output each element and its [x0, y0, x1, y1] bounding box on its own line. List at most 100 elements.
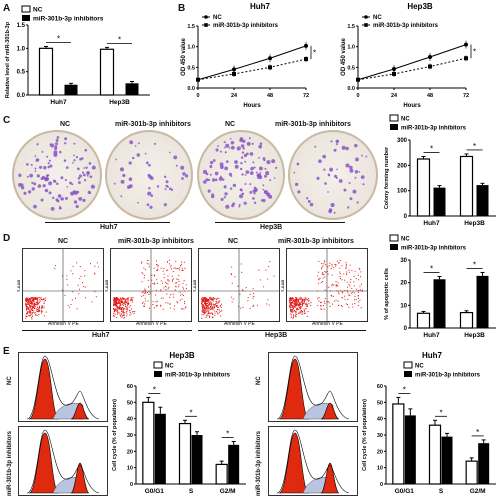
underline-huh7-d	[22, 330, 192, 331]
event-dot	[215, 306, 217, 308]
event-dot	[204, 307, 206, 309]
panel-e-hep3b-group-label-0: G0/G1	[145, 488, 165, 495]
event-dot	[28, 315, 30, 317]
event-dot	[150, 285, 152, 287]
event-dot	[114, 309, 116, 311]
colony-dot	[316, 176, 320, 180]
colony-dot	[165, 180, 169, 184]
event-dot	[126, 298, 128, 300]
event-dot	[321, 272, 323, 274]
event-dot	[116, 306, 118, 308]
event-dot	[358, 289, 360, 291]
colony-dot	[18, 173, 22, 177]
event-dot	[182, 286, 184, 288]
event-dot	[157, 264, 159, 266]
event-dot	[34, 306, 36, 308]
colony-dot	[245, 170, 250, 174]
colony-dot	[150, 194, 154, 197]
event-dot	[29, 303, 31, 305]
event-dot	[333, 284, 335, 286]
colony-dot	[120, 179, 125, 184]
event-dot	[35, 297, 37, 299]
event-dot	[31, 305, 33, 307]
colony-dot	[264, 174, 268, 178]
colony-dot	[268, 194, 273, 199]
event-dot	[296, 303, 298, 305]
event-dot	[167, 283, 169, 285]
event-dot	[206, 315, 208, 317]
colony-dot	[240, 162, 243, 165]
event-dot	[294, 305, 296, 307]
panel-a-group-label-1: Hep3B	[109, 99, 130, 106]
colony-dot	[51, 196, 55, 200]
colony-dot	[36, 174, 40, 178]
panel-a-ytick-label-2: 1.0	[17, 46, 26, 52]
event-dot	[354, 270, 356, 272]
colony-dot	[258, 166, 263, 171]
event-dot	[202, 310, 204, 312]
panel-b-huh7-title: Huh7	[250, 2, 271, 11]
event-dot	[115, 301, 117, 303]
colony-dot	[253, 201, 257, 205]
colony-dot	[64, 196, 68, 200]
event-dot	[295, 299, 297, 301]
event-dot	[320, 301, 322, 303]
colony-dot	[149, 205, 153, 209]
event-dot	[298, 304, 300, 306]
row-label-inh-right: miR-301b-3p inhibitors	[256, 430, 262, 496]
colony-dot	[252, 161, 255, 164]
event-dot	[113, 312, 115, 314]
event-dot	[179, 291, 181, 293]
event-dot	[307, 298, 309, 300]
event-dot	[144, 297, 146, 299]
event-dot	[360, 307, 362, 309]
event-dot	[305, 297, 307, 299]
panel-e-hep3b-ytick-label-4: 40	[127, 417, 133, 423]
event-dot	[32, 305, 34, 307]
event-dot	[169, 259, 171, 261]
event-dot	[329, 262, 331, 264]
colony-dot	[209, 160, 214, 165]
colony-dot	[46, 155, 49, 158]
colony-dot	[264, 167, 267, 170]
event-dot	[294, 304, 296, 306]
event-dot	[117, 308, 119, 310]
event-dot	[237, 306, 239, 308]
colony-dot	[85, 166, 88, 169]
event-dot	[300, 298, 302, 300]
event-dot	[291, 302, 293, 304]
event-dot	[346, 290, 348, 292]
event-dot	[207, 311, 209, 313]
colony-dot	[324, 182, 327, 185]
event-dot	[126, 307, 128, 309]
event-dot	[249, 307, 251, 309]
event-dot	[123, 317, 125, 319]
underline-hep3b-d	[198, 330, 366, 331]
event-dot	[115, 297, 117, 299]
event-dot	[166, 293, 168, 295]
colony-dot	[297, 190, 301, 194]
event-dot	[303, 301, 305, 303]
colony-dot	[54, 145, 58, 149]
event-dot	[299, 307, 301, 309]
event-dot	[25, 299, 27, 301]
colony-dot	[258, 144, 263, 149]
histogram-outline	[276, 355, 350, 420]
event-dot	[31, 318, 33, 320]
event-dot	[118, 308, 120, 310]
event-dot	[54, 268, 56, 270]
colony-dot	[215, 148, 219, 152]
event-dot	[147, 300, 149, 302]
event-dot	[124, 299, 126, 301]
colony-plate-nc-huh7	[12, 130, 102, 220]
event-dot	[331, 284, 333, 286]
event-dot	[337, 300, 339, 302]
event-dot	[203, 297, 205, 299]
event-dot	[25, 298, 27, 300]
colony-dot	[259, 142, 263, 146]
event-dot	[339, 267, 341, 269]
event-dot	[268, 266, 270, 268]
event-dot	[115, 302, 117, 304]
event-dot	[245, 287, 247, 289]
event-dot	[113, 302, 115, 304]
